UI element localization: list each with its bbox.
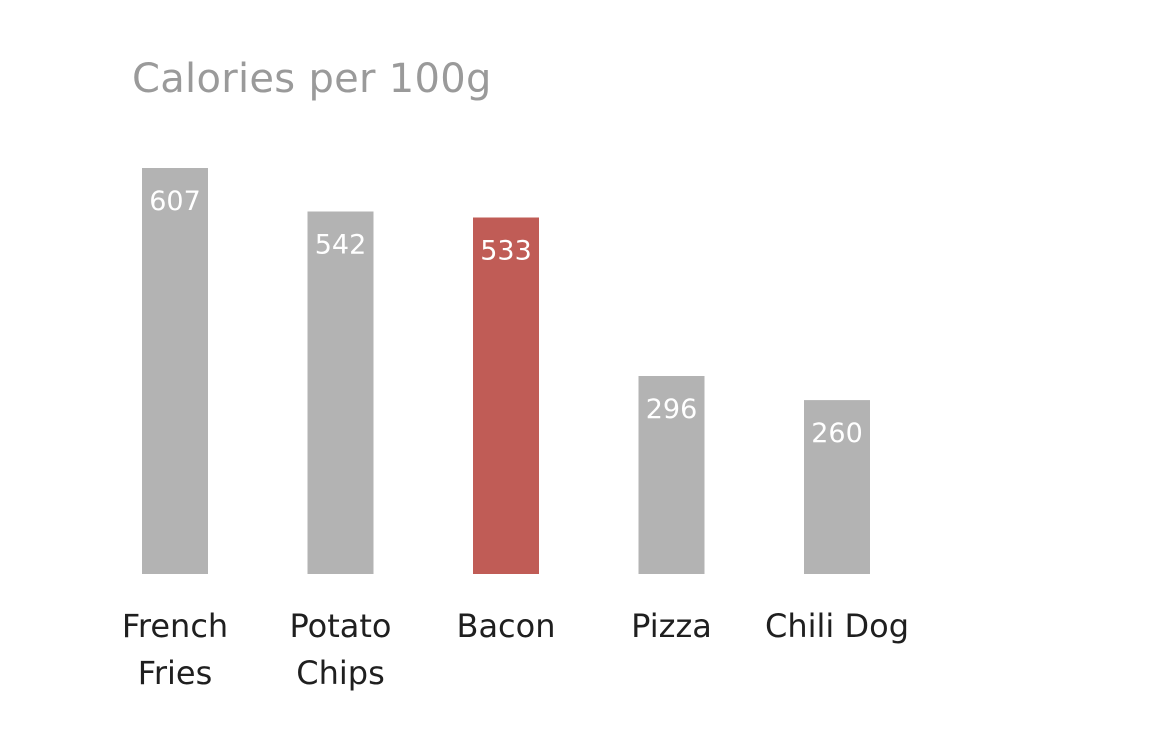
value-label-potato-chips: 542	[315, 230, 367, 261]
value-label-chili-dog: 260	[811, 418, 863, 449]
bars-layer	[142, 168, 870, 574]
category-label-french-fries-line-1: French	[122, 607, 228, 645]
chart-title: Calories per 100g	[132, 56, 492, 102]
category-label-bacon: Bacon	[456, 607, 555, 645]
bar-french-fries	[142, 168, 208, 574]
bar-bacon	[473, 217, 539, 574]
category-label-pizza: Pizza	[631, 607, 712, 645]
bar-potato-chips	[307, 211, 374, 574]
value-label-pizza: 296	[646, 394, 698, 425]
bar-chili-dog	[804, 400, 870, 574]
category-label-potato-chips-line-1: Potato	[289, 607, 391, 645]
category-label-french-fries-line-2: Fries	[138, 654, 212, 692]
bar-pizza	[638, 376, 705, 574]
value-label-bacon: 533	[480, 236, 532, 267]
category-label-potato-chips-line-2: Chips	[296, 654, 385, 692]
category-label-chili-dog: Chili Dog	[765, 607, 909, 645]
value-label-french-fries: 607	[149, 186, 201, 217]
labels-layer: 607 French Fries 542 Potato Chips 533 Bacon 296 P…	[122, 186, 909, 692]
